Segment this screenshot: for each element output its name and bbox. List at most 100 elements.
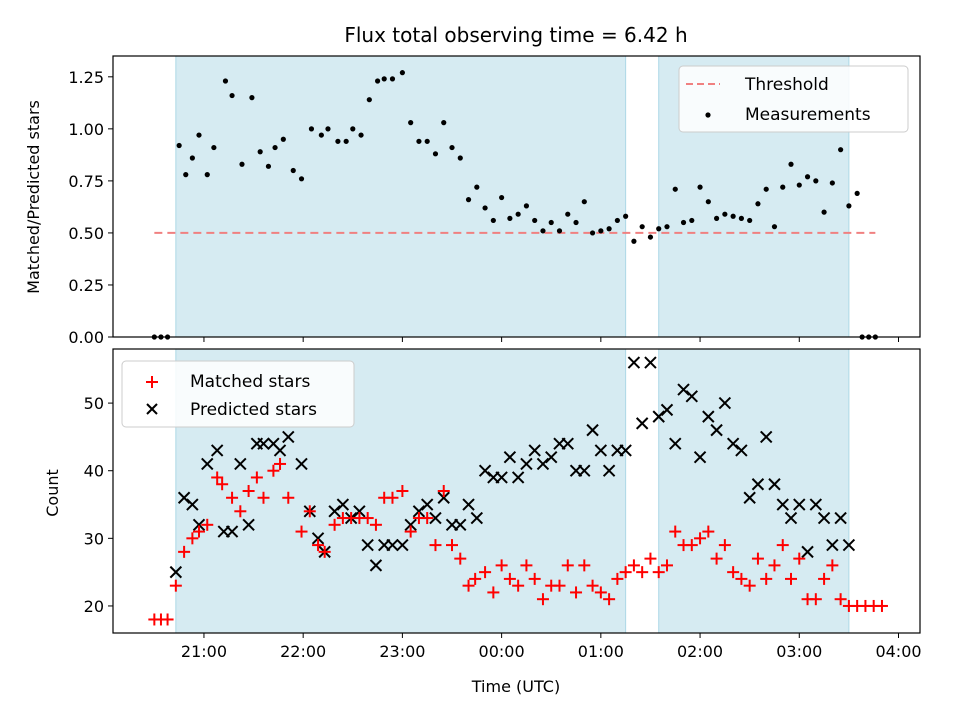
measurement-point <box>689 217 695 224</box>
matched-star-point <box>211 471 224 484</box>
matched-legend-label: Matched stars <box>190 372 310 392</box>
measurement-point <box>211 144 217 151</box>
matched-star-point <box>743 579 756 592</box>
matched-star-point <box>226 491 239 504</box>
measurement-point <box>747 217 753 224</box>
predicted-star-point <box>478 464 492 477</box>
top-y-tick-label: 0.75 <box>68 172 104 191</box>
measurement-point <box>656 226 662 232</box>
matched-star-point <box>553 579 566 592</box>
measurement-point <box>389 76 396 82</box>
predicted-star-point <box>503 450 517 464</box>
predicted-star-point <box>210 444 224 457</box>
matched-star-point <box>619 566 632 579</box>
top-y-tick-label: 0.25 <box>68 276 104 295</box>
matched-star-point <box>710 552 723 565</box>
top-legend: Threshold Measurements <box>678 65 909 133</box>
x-tick-label: 23:00 <box>379 642 425 661</box>
measurement-point <box>623 213 629 219</box>
measurement-point <box>523 203 530 209</box>
matched-star-point <box>437 485 450 497</box>
measurement-point <box>204 172 210 178</box>
predicted-star-point <box>429 511 442 525</box>
measurement-point <box>829 180 835 186</box>
matched-star-point <box>369 518 382 531</box>
measurement-point <box>239 161 245 167</box>
measurement-point <box>573 219 579 226</box>
predicted-star-point <box>495 471 508 484</box>
matched-star-point <box>250 471 263 484</box>
matched-star-point <box>768 559 781 572</box>
bottom-y-tick-label: 50 <box>84 394 104 413</box>
measurement-point <box>838 147 844 153</box>
measurement-point <box>318 132 324 138</box>
measurement-point <box>647 234 654 240</box>
predicted-star-point <box>660 403 674 417</box>
measurement-point <box>176 142 182 149</box>
matched-star-point <box>312 539 325 552</box>
predicted-star-point <box>528 444 541 457</box>
predicted-star-point <box>793 498 806 511</box>
matched-star-point <box>636 566 649 579</box>
predicted-star-point <box>273 444 287 457</box>
x-tick-label: 00:00 <box>479 642 525 661</box>
matched-star-point <box>826 559 839 572</box>
predicted-star-point <box>511 471 525 484</box>
measurements-legend-swatch <box>705 112 711 118</box>
measurement-point <box>680 219 687 226</box>
predicted-star-point <box>801 545 814 559</box>
measurement-point <box>631 238 637 244</box>
x-tick-label: 03:00 <box>776 642 822 661</box>
matched-star-point <box>751 552 764 565</box>
matched-star-point <box>785 572 798 585</box>
predicted-star-point <box>602 464 616 477</box>
bottom-y-tick-label: 40 <box>84 462 104 481</box>
measurement-point <box>763 186 769 192</box>
measurement-point <box>796 182 802 188</box>
measurement-point <box>381 76 387 82</box>
predicted-star-point <box>470 511 484 525</box>
measurement-point <box>416 138 422 144</box>
matched-star-point <box>201 518 214 531</box>
matched-star-point <box>462 579 475 592</box>
predicted-star-point <box>437 491 450 504</box>
x-tick-label: 04:00 <box>875 642 921 661</box>
predicted-star-point <box>635 417 649 430</box>
matched-star-point <box>578 559 591 572</box>
measurement-point <box>507 215 513 221</box>
measurement-point <box>499 194 505 201</box>
measurement-point <box>548 219 554 226</box>
measurement-point <box>183 172 189 178</box>
measurement-point <box>482 205 488 211</box>
measurement-point <box>374 78 381 84</box>
predicted-star-point <box>685 390 698 403</box>
matched-star-point <box>594 586 607 599</box>
measurement-point <box>804 174 811 180</box>
predicted-star-point <box>420 498 434 511</box>
matched-star-point <box>727 566 740 579</box>
predicted-star-point <box>369 559 383 572</box>
predicted-star-point <box>353 505 366 518</box>
matched-star-point <box>161 613 174 626</box>
predicted-star-point <box>412 505 426 518</box>
matched-star-point <box>586 579 599 592</box>
predicted-star-point <box>311 532 325 545</box>
observing-interval-shade <box>175 56 626 337</box>
matched-star-point <box>404 525 417 538</box>
matched-star-point <box>282 491 295 504</box>
x-tick-label: 01:00 <box>578 642 624 661</box>
matched-star-point <box>192 525 205 538</box>
predicted-legend-swatch <box>146 403 158 415</box>
predicted-star-point <box>386 538 399 552</box>
x-tick-label: 22:00 <box>280 642 326 661</box>
measurement-point <box>408 120 414 126</box>
measurement-point <box>490 217 496 224</box>
predicted-star-point <box>404 518 417 532</box>
measurement-point <box>738 215 745 221</box>
predicted-star-point <box>677 383 690 396</box>
measurement-point <box>854 190 860 196</box>
bottom-y-tick-label: 20 <box>84 597 104 616</box>
matched-star-point <box>718 539 731 552</box>
matched-star-point <box>818 572 831 585</box>
measurement-point <box>730 213 736 219</box>
